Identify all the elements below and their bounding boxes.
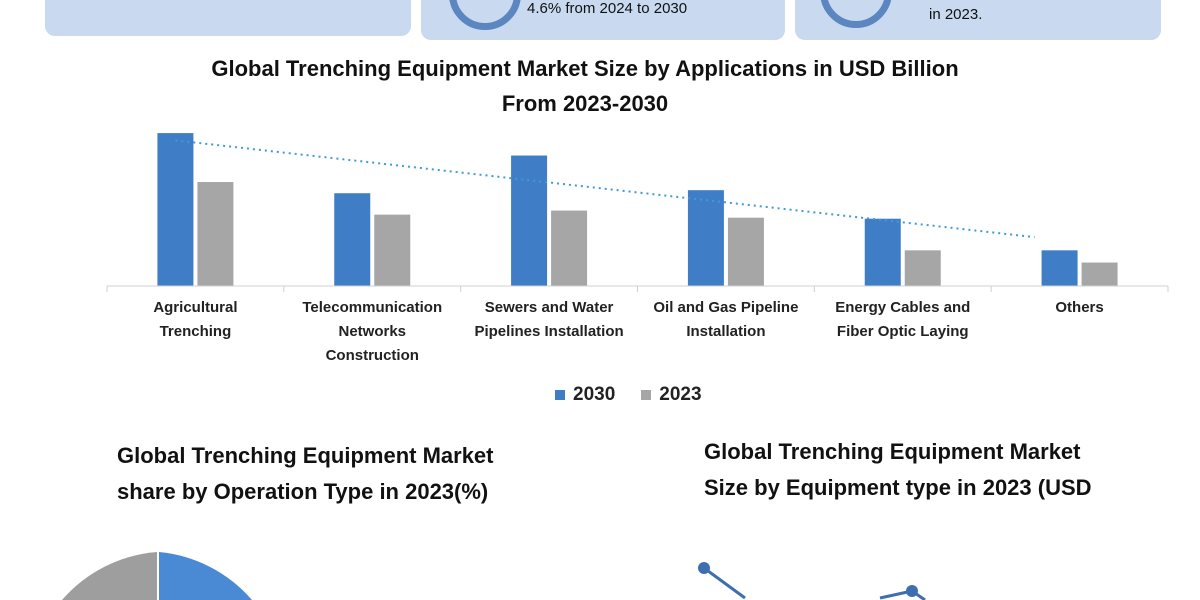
equipment-line-point-2 [906,585,918,597]
category-label-1-line-1: Networks [338,323,407,340]
category-label-4: Energy Cables and Fiber Optic Laying [815,296,991,344]
category-label-4-line-0: Energy Cables and [835,299,971,316]
bar-2023-0 [197,182,234,286]
equipment-line-series [703,566,746,600]
bar-2030-5 [1041,250,1078,286]
category-label-5: Others [992,296,1168,320]
bar-2030-1 [334,193,371,286]
bars-layer [157,133,1118,286]
bar-2023-5 [1081,262,1118,286]
category-label-1-line-2: Construction [325,347,419,364]
legend-label-2023: 2023 [659,384,702,405]
right-subchart-title-line2: Size by Equipment type in 2023 (USD [704,475,1092,500]
legend-item-2023: 2023 [641,384,702,406]
info-card-market-size [45,0,411,36]
trendline [175,139,1035,239]
legend-swatch-2023 [641,390,652,400]
legend-label-2030: 2030 [573,384,616,405]
category-label-2-line-0: Sewers and Water [484,299,614,316]
pie-slice-grey [62,552,157,600]
bar-2023-3 [727,217,764,286]
chart-title-line2: From 2023-2030 [501,91,669,116]
right-subchart-title-line1: Global Trenching Equipment Market [704,439,1081,464]
bar-2023-1 [374,214,411,286]
cagr-text: 4.6% from 2024 to 2030 [527,0,688,17]
equipment-line-point [698,562,710,574]
left-subchart-title: Global Trenching Equipment Market share … [117,438,494,510]
bar-2023-2 [551,210,588,286]
year-text: in 2023. [929,6,983,23]
category-label-1: Telecommunication Networks Construction [284,296,460,368]
category-label-0-line-1: Trenching [159,323,232,340]
category-label-1-line-0: Telecommunication [302,299,443,316]
category-label-4-line-1: Fiber Optic Laying [836,323,969,340]
category-label-5-line-0: Others [1055,299,1104,316]
chart-title-line1: Global Trenching Equipment Market Size b… [211,56,959,81]
pie-slice-blue [159,552,252,600]
legend: 2030 2023 [555,384,728,406]
category-label-0-line-0: Agricultural [153,299,238,316]
category-label-3-line-1: Installation [686,323,766,340]
bar-2030-2 [511,155,548,286]
info-card-year: in 2023. [795,0,1161,40]
category-label-2-line-1: Pipelines Installation [474,323,624,340]
right-subchart-title: Global Trenching Equipment Market Size b… [704,434,1092,506]
legend-swatch-2030 [555,390,565,400]
bar-2030-4 [864,218,901,286]
category-label-3-line-0: Oil and Gas Pipeline [653,299,799,316]
bar-2030-0 [157,133,194,286]
category-label-0: Agricultural Trenching [107,296,283,344]
bar-2023-4 [904,250,941,286]
x-axis-ticks [106,286,1169,292]
category-label-2: Sewers and Water Pipelines Installation [461,296,637,344]
left-subchart-title-line2: share by Operation Type in 2023(%) [117,479,489,504]
legend-item-2030: 2030 [555,384,615,406]
equipment-line-series-2 [879,589,926,600]
category-label-3: Oil and Gas Pipeline Installation [638,296,814,344]
bar-2030-3 [687,190,724,286]
info-card-cagr: 4.6% from 2024 to 2030 [421,0,785,40]
left-subchart-title-line1: Global Trenching Equipment Market [117,443,494,468]
